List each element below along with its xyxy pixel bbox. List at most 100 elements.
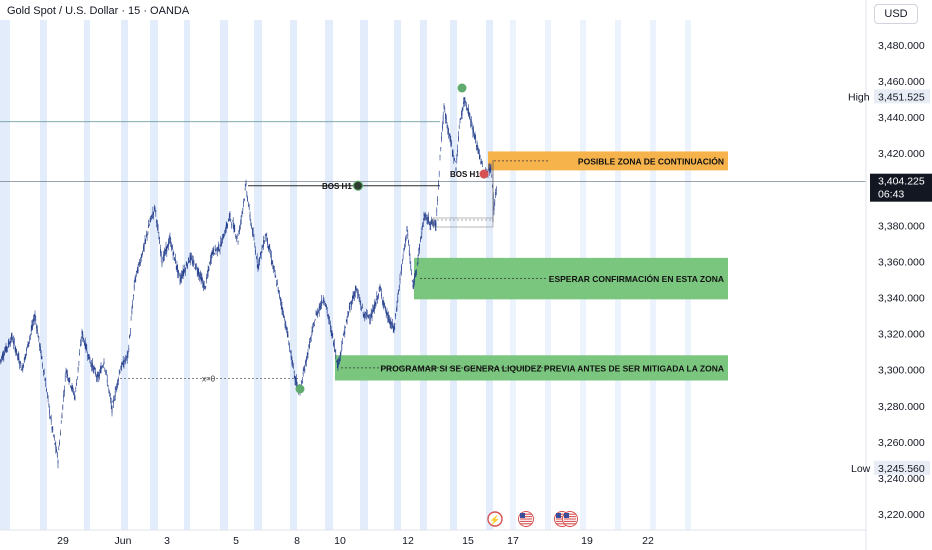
candle-body — [222, 238, 223, 243]
candle-body — [146, 235, 147, 237]
candle-body — [180, 276, 182, 280]
candle-body — [437, 199, 438, 201]
candle-body — [46, 389, 47, 392]
candle-body — [168, 239, 170, 243]
candle-body — [201, 278, 203, 281]
candle-body — [368, 315, 370, 316]
candle-body — [203, 284, 205, 289]
zone-continuation — [488, 151, 728, 171]
candle-body — [296, 379, 297, 385]
candle-body — [407, 233, 409, 237]
candle-body — [125, 359, 126, 361]
candle-body — [402, 255, 404, 257]
candle-body — [305, 360, 306, 366]
candle-body — [475, 138, 477, 143]
candle-body — [130, 319, 132, 321]
candle-body — [376, 296, 378, 298]
candle-body — [115, 389, 117, 390]
candle-body — [268, 244, 270, 250]
candle-body — [29, 338, 30, 339]
candle-body — [416, 264, 418, 265]
candle-body — [405, 238, 406, 243]
candle-body — [184, 269, 185, 273]
high-badge-label: High — [848, 91, 870, 103]
candle-body — [172, 252, 174, 256]
candle-body — [333, 343, 335, 350]
candle-body — [153, 212, 154, 215]
candle-body — [121, 363, 122, 369]
session-band — [360, 20, 368, 530]
candle-body — [162, 260, 164, 263]
candle-body — [425, 215, 427, 216]
candle-body — [14, 346, 16, 351]
candle-body — [240, 216, 242, 220]
candle-body — [338, 358, 340, 364]
candle-body — [448, 135, 450, 137]
candle-body — [279, 294, 280, 298]
candle-body — [17, 354, 18, 356]
candle-body — [110, 401, 112, 406]
flag-canton — [556, 513, 561, 518]
candle-body — [188, 257, 189, 263]
candle-body — [249, 214, 251, 218]
candle-body — [88, 354, 89, 359]
candle-body — [8, 342, 10, 344]
candle-body — [280, 297, 281, 302]
candle-body — [34, 314, 36, 317]
candle-body — [189, 255, 191, 261]
candle-body — [92, 362, 93, 368]
us-flag-icon[interactable] — [518, 511, 534, 527]
y-tick-label: 3,340.000 — [878, 293, 925, 305]
candle-body — [488, 167, 490, 169]
candle-body — [2, 353, 4, 358]
us-flag-icon[interactable] — [562, 511, 578, 527]
candle-body — [256, 257, 257, 259]
candle-body — [451, 142, 452, 145]
candle-body — [320, 305, 322, 307]
candle-body — [303, 370, 305, 371]
candle-body — [7, 347, 8, 348]
lightning-icon[interactable] — [487, 511, 503, 527]
candle-body — [123, 363, 125, 366]
candle-body — [77, 367, 79, 370]
candle-body — [158, 237, 160, 240]
candle-body — [207, 275, 208, 276]
candle-body — [213, 248, 214, 254]
zone-program — [335, 355, 728, 381]
candle-body — [323, 300, 325, 301]
candle-body — [314, 319, 316, 321]
candle-body — [406, 226, 408, 231]
candle-body — [351, 299, 353, 303]
candle-body — [245, 182, 247, 185]
liquidity-label: x=0 — [202, 375, 216, 384]
candle-body — [317, 311, 318, 315]
low-badge — [874, 460, 930, 475]
x-tick-label: 29 — [57, 535, 69, 547]
candle-body — [378, 293, 379, 298]
candle-body — [468, 112, 470, 115]
candle-body — [185, 264, 187, 266]
candle-body — [98, 375, 100, 378]
y-tick-label: 3,360.000 — [878, 256, 925, 268]
candle-body — [457, 149, 458, 153]
currency-button[interactable]: USD — [874, 4, 918, 24]
candle-body — [57, 461, 59, 464]
last-price-badge — [870, 173, 932, 202]
candle-body — [23, 364, 24, 367]
candle-body — [450, 140, 452, 143]
candle-body — [151, 215, 152, 217]
candle-body — [106, 379, 108, 383]
candle-body — [220, 241, 222, 243]
x-tick-label: 8 — [294, 535, 300, 547]
candle-body — [398, 290, 399, 293]
candle-body — [263, 240, 264, 247]
candle-body — [214, 246, 216, 251]
candle-body — [59, 442, 60, 445]
candle-body — [208, 267, 210, 271]
x-tick-label: 5 — [233, 535, 239, 547]
candle-body — [131, 310, 133, 314]
candle-body — [310, 339, 311, 340]
